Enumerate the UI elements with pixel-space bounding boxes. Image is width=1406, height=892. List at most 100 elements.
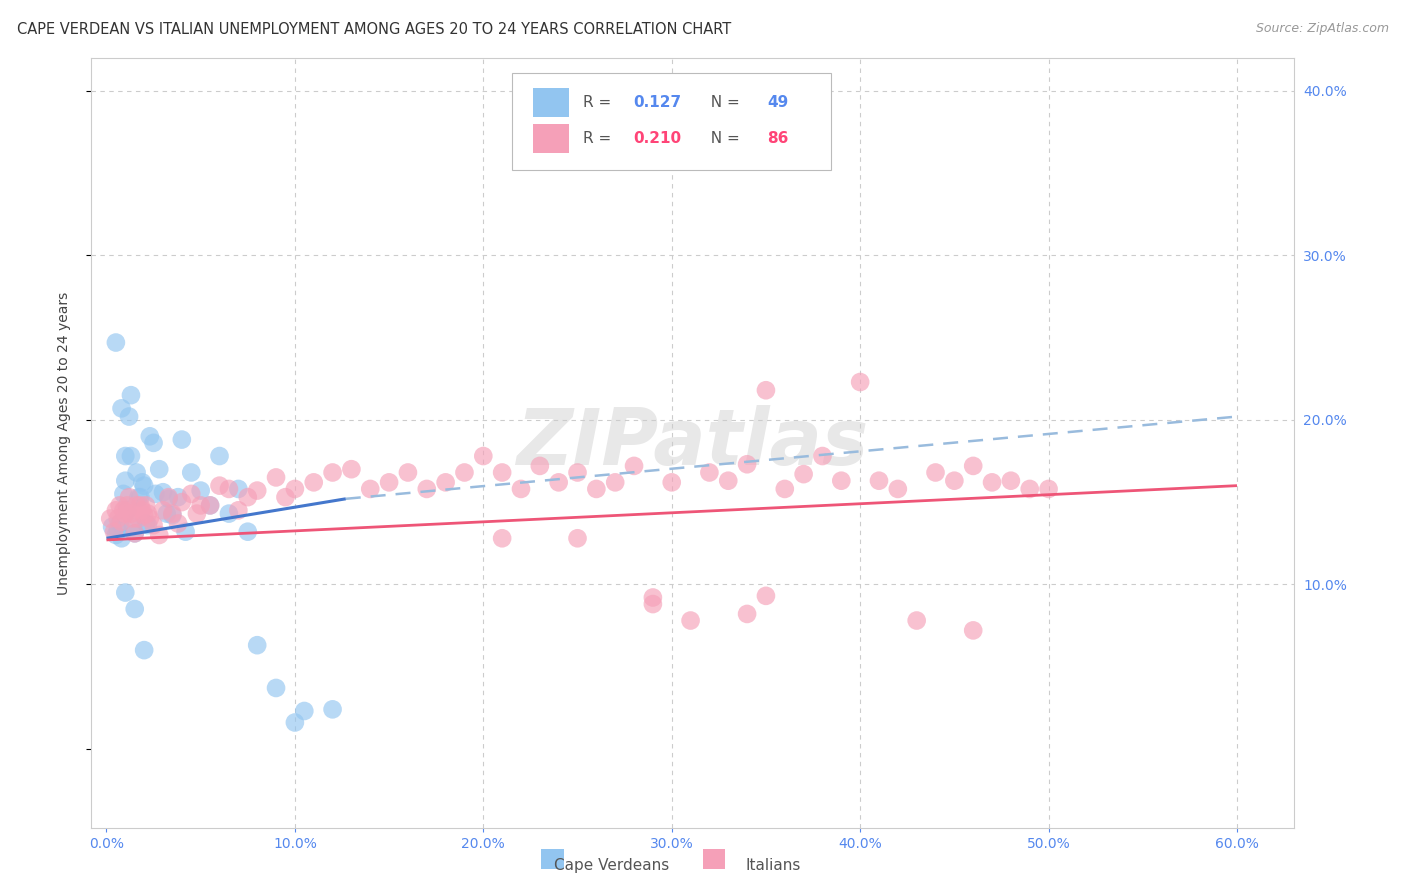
Point [623,458,645,473]
Point [605,475,627,490]
Point [292,704,315,718]
Text: N =: N = [700,131,745,146]
Point [167,490,190,504]
Point [905,614,928,628]
Point [981,475,1004,490]
Point [1018,482,1040,496]
Text: R =: R = [583,131,616,146]
Point [218,507,240,521]
Point [491,466,513,480]
Point [190,499,212,513]
Text: 49: 49 [768,95,789,110]
Point [198,499,221,513]
Point [128,511,150,525]
Point [755,383,778,397]
Point [793,467,815,482]
Point [136,507,159,521]
Point [120,449,142,463]
Point [246,638,269,652]
Point [142,435,165,450]
Point [717,474,740,488]
Point [156,507,179,521]
Point [453,466,475,480]
Point [114,449,136,463]
Text: ZIPatlas: ZIPatlas [516,405,869,481]
Point [112,503,135,517]
Point [340,462,363,476]
Point [139,429,162,443]
Point [125,466,148,480]
Point [228,482,250,496]
Point [120,388,142,402]
Point [110,401,132,416]
Point [434,475,457,490]
Point [180,487,202,501]
Point [190,483,212,498]
Point [547,475,569,490]
Point [641,591,664,605]
Point [218,482,240,496]
Point [641,597,664,611]
Point [128,490,150,504]
Text: CAPE VERDEAN VS ITALIAN UNEMPLOYMENT AMONG AGES 20 TO 24 YEARS CORRELATION CHART: CAPE VERDEAN VS ITALIAN UNEMPLOYMENT AMO… [17,22,731,37]
Point [115,499,138,513]
Point [735,457,758,471]
Text: Source: ZipAtlas.com: Source: ZipAtlas.com [1256,22,1389,36]
Point [121,511,143,525]
FancyBboxPatch shape [533,124,568,153]
Y-axis label: Unemployment Among Ages 20 to 24 years: Unemployment Among Ages 20 to 24 years [56,292,70,594]
FancyBboxPatch shape [541,849,564,869]
Point [773,482,796,496]
Point [727,136,749,151]
Point [152,503,174,517]
Point [129,490,152,504]
Point [108,499,131,513]
Point [115,503,138,517]
Point [274,490,297,504]
Point [208,478,231,492]
Point [162,508,184,523]
Point [114,507,136,521]
Point [114,474,136,488]
Point [943,474,966,488]
Point [134,508,156,523]
Point [142,518,165,533]
Point [124,526,146,541]
Point [101,520,124,534]
Point [472,449,495,463]
Point [136,518,159,533]
Point [112,487,135,501]
Point [359,482,381,496]
Point [107,523,129,537]
Point [830,474,852,488]
Point [322,702,344,716]
Point [887,482,910,496]
Point [110,515,132,529]
Point [284,715,307,730]
Point [924,466,946,480]
Point [567,531,589,545]
Text: 0.127: 0.127 [634,95,682,110]
FancyBboxPatch shape [703,849,725,869]
Point [157,490,180,504]
FancyBboxPatch shape [512,73,831,169]
Point [108,516,131,531]
Point [145,487,167,501]
Point [246,483,269,498]
Point [104,335,127,350]
Point [208,449,231,463]
Point [529,458,551,473]
Point [135,516,157,531]
Point [811,449,834,463]
Point [849,375,872,389]
Point [1038,482,1060,496]
Point [139,511,162,525]
FancyBboxPatch shape [533,88,568,117]
Point [107,511,129,525]
Point [491,531,513,545]
Point [124,602,146,616]
Point [121,520,143,534]
Point [134,643,156,657]
Point [110,531,132,545]
Point [131,503,153,517]
